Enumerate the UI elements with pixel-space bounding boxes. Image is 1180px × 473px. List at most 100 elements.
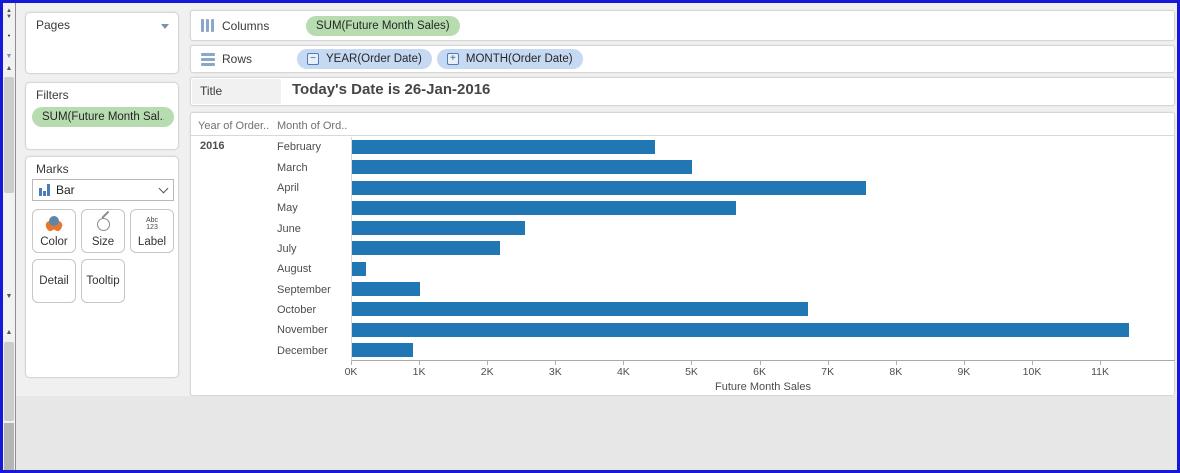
scrollbar-thumb[interactable] — [4, 342, 14, 421]
bar-mark[interactable] — [352, 200, 737, 215]
filter-pill[interactable]: SUM(Future Month Sal.. — [32, 107, 174, 127]
filters-label: Filters — [36, 88, 69, 102]
color-ball — [49, 216, 59, 226]
marks-label: Marks — [36, 162, 69, 176]
bar-row — [352, 218, 1175, 238]
scrollbar-thumb[interactable] — [4, 77, 14, 193]
month-row-header[interactable]: July — [277, 242, 297, 255]
size-button-label: Size — [91, 236, 115, 248]
axis-tick-label: 11K — [1091, 366, 1110, 378]
axis-tick-label: 2K — [480, 366, 494, 378]
rows-pill-tray: − YEAR(Order Date) + MONTH(Order Date) — [297, 49, 583, 69]
bar-row — [352, 137, 1175, 157]
bar-mark[interactable] — [352, 180, 866, 195]
label-icon: Abc 123 — [131, 215, 173, 233]
bar-mark[interactable] — [352, 160, 693, 175]
color-button[interactable]: Color — [32, 209, 76, 253]
bar-chart-icon — [39, 184, 50, 196]
axis-tick-mark — [895, 361, 897, 365]
pages-shelf[interactable]: Pages — [25, 12, 179, 74]
filter-pill-label: SUM(Future Month Sal.. — [42, 111, 164, 123]
filters-shelf[interactable]: Filters SUM(Future Month Sal.. — [25, 82, 179, 150]
bar-row — [352, 299, 1175, 319]
label-icon-123: 123 — [146, 224, 158, 231]
plus-icon[interactable]: + — [446, 53, 459, 65]
scroll-down-icon[interactable]: ▼ — [5, 293, 13, 300]
axis-tick-mark — [1031, 361, 1033, 365]
mark-type-dropdown[interactable]: Bar — [32, 179, 174, 201]
bar-mark[interactable] — [352, 221, 526, 236]
month-row-header[interactable]: August — [277, 263, 312, 276]
month-row-header[interactable]: November — [277, 324, 328, 337]
bar-mark[interactable] — [352, 322, 1130, 337]
label-button-label: Label — [137, 236, 167, 248]
left-scroll-strip: ▲ ▼ • ▼ ▲ ▼ ▲ — [3, 3, 16, 470]
color-icon — [33, 215, 75, 233]
axis-tick-mark — [759, 361, 761, 365]
bar-row — [352, 198, 1175, 218]
axis-tick-label: 8K — [889, 366, 903, 378]
sheet-title-text[interactable]: Today's Date is 26-Jan-2016 — [292, 81, 491, 98]
x-axis: 0K 1K 2K 3K 4K 5K 6K 7K 8K 9K 10K 11K Future Month … — [345, 361, 1175, 397]
dropdown-arrow-icon[interactable]: ▼ — [5, 53, 13, 60]
bar-mark[interactable] — [352, 261, 367, 276]
field-pill[interactable]: − YEAR(Order Date) — [297, 49, 432, 69]
month-row-header[interactable]: April — [277, 181, 300, 194]
axis-tick-label: 5K — [685, 366, 698, 378]
chart-field-headers: Year of Order.. Month of Ord.. — [191, 113, 1174, 136]
label-button[interactable]: Abc 123 Label — [130, 209, 174, 253]
tooltip-button[interactable]: Tooltip — [81, 259, 125, 303]
scroll-up-icon[interactable]: ▲ — [5, 329, 13, 336]
columns-shelf[interactable]: Columns SUM(Future Month Sales) — [190, 10, 1175, 41]
bar-row — [352, 279, 1175, 299]
month-field-header[interactable]: Month of Ord.. — [277, 120, 348, 132]
minus-icon[interactable]: − — [307, 53, 319, 65]
month-row-header[interactable]: September — [277, 283, 331, 296]
scroll-up-icon[interactable]: ▲ — [5, 65, 13, 72]
month-row-header[interactable]: October — [277, 304, 317, 317]
year-field-header[interactable]: Year of Order.. — [198, 120, 270, 132]
axis-tick-label: 3K — [548, 366, 562, 378]
bar-row — [352, 319, 1175, 339]
axis-tick-mark — [623, 361, 625, 365]
pages-label: Pages — [36, 18, 71, 32]
rows-icon — [201, 52, 215, 66]
month-row-header[interactable]: May — [277, 202, 298, 215]
detail-button[interactable]: Detail — [32, 259, 76, 303]
bar-mark[interactable] — [352, 140, 655, 155]
bar-row — [352, 157, 1175, 177]
bar-mark[interactable] — [352, 241, 501, 256]
axis-tick-label: 4K — [616, 366, 630, 378]
color-icon — [44, 216, 64, 233]
columns-pill-tray: SUM(Future Month Sales) — [306, 15, 460, 36]
axis-tick-mark — [1100, 361, 1102, 365]
month-row-header[interactable]: June — [277, 222, 301, 235]
month-row-header[interactable]: March — [277, 161, 308, 174]
splitter-handle-icon[interactable]: ▲ ▼ — [6, 8, 12, 20]
field-pill[interactable]: SUM(Future Month Sales) — [306, 15, 460, 36]
axis-tick-mark — [827, 361, 829, 365]
mark-type-value: Bar — [56, 183, 75, 197]
size-button[interactable]: Size — [81, 209, 125, 253]
bar-mark[interactable] — [352, 281, 421, 296]
axis-tick-mark — [963, 361, 965, 365]
axis-tick-label: 7K — [821, 366, 835, 378]
rows-shelf-label: Rows — [222, 52, 253, 66]
month-row-header[interactable]: December — [277, 344, 328, 357]
axis-tick-label: 9K — [957, 366, 971, 378]
axis-tick-mark — [419, 361, 421, 365]
bar-mark[interactable] — [352, 302, 808, 317]
title-shelf[interactable]: Title Today's Date is 26-Jan-2016 — [190, 77, 1175, 106]
bar-mark[interactable] — [352, 342, 414, 357]
dot-icon: • — [7, 33, 11, 40]
field-pill[interactable]: + MONTH(Order Date) — [436, 49, 583, 69]
field-pill-label: SUM(Future Month Sales) — [316, 19, 450, 32]
rows-shelf[interactable]: Rows − YEAR(Order Date) + MONTH(Order Date) — [190, 45, 1175, 73]
bar-row — [352, 178, 1175, 198]
month-row-header[interactable]: February — [277, 141, 322, 154]
chevron-down-icon[interactable] — [161, 24, 169, 29]
chart-body: 2016 February March April May June July August… — [191, 137, 1175, 361]
year-row-header[interactable]: 2016 — [200, 140, 225, 152]
field-pill-label: YEAR(Order Date) — [326, 53, 422, 65]
